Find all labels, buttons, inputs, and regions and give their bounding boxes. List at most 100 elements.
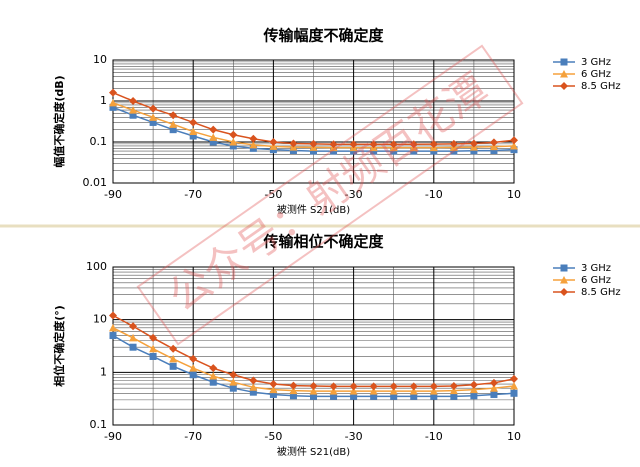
marker	[129, 106, 138, 114]
marker	[149, 344, 158, 353]
marker	[510, 374, 518, 383]
marker	[409, 382, 418, 391]
y-tick-label: 0.1	[90, 135, 108, 148]
marker	[449, 139, 458, 148]
marker	[169, 126, 177, 134]
y-tick-label: 0.1	[90, 418, 108, 431]
y-tick-label: 10	[93, 313, 107, 326]
marker	[149, 333, 158, 342]
marker	[229, 142, 237, 150]
marker	[449, 386, 458, 395]
marker	[149, 118, 157, 126]
x-tick-label: -70	[184, 430, 202, 443]
marker	[189, 127, 198, 136]
marker	[249, 140, 258, 149]
marker	[189, 118, 198, 127]
legend-label: 8.5 GHz	[581, 81, 621, 92]
marker	[189, 132, 197, 140]
marker	[149, 104, 158, 113]
x-tick-label: -50	[264, 430, 282, 443]
marker	[269, 390, 277, 398]
marker	[289, 386, 298, 395]
marker	[310, 147, 317, 155]
x-tick-label: -70	[184, 188, 202, 201]
marker	[169, 362, 177, 370]
legend-label: 8.5 GHz	[581, 287, 621, 298]
marker	[289, 139, 298, 148]
marker	[369, 140, 378, 149]
marker	[510, 382, 518, 390]
legend-label: 6 GHz	[581, 69, 611, 80]
marker	[189, 364, 198, 372]
marker	[269, 142, 278, 150]
marker	[389, 140, 398, 149]
marker	[289, 381, 298, 390]
y-tick-label: 1	[100, 94, 107, 107]
marker	[329, 382, 338, 391]
marker	[510, 146, 518, 154]
marker	[330, 392, 338, 400]
y-tick-label: 0.01	[83, 176, 108, 189]
x-axis-label: 被测件 S21(dB)	[277, 445, 350, 458]
marker	[349, 382, 358, 391]
x-tick-label: -10	[425, 430, 443, 443]
marker	[209, 125, 218, 134]
marker	[389, 382, 398, 391]
marker	[229, 378, 238, 386]
x-tick-label: -50	[264, 188, 282, 201]
marker	[209, 138, 217, 146]
marker	[129, 322, 138, 331]
marker	[229, 138, 238, 146]
marker	[469, 385, 478, 394]
marker	[269, 385, 278, 394]
marker	[369, 387, 378, 395]
marker	[409, 387, 418, 395]
legend-marker	[560, 288, 568, 296]
marker	[209, 378, 217, 386]
marker	[510, 141, 518, 150]
y-axis-label: 相位不确定度(°)	[52, 305, 66, 387]
marker	[489, 142, 498, 151]
y-tick-label: 10	[93, 53, 107, 66]
marker	[490, 390, 498, 398]
marker	[249, 388, 257, 396]
marker	[309, 139, 318, 148]
x-tick-label: -30	[345, 430, 363, 443]
marker	[269, 380, 278, 389]
marker	[450, 147, 458, 155]
x-tick-label: -10	[425, 188, 443, 201]
y-axis-label: 幅值不确定度(dB)	[52, 75, 66, 167]
marker	[149, 352, 157, 360]
marker	[409, 140, 418, 149]
marker	[430, 392, 438, 400]
marker	[109, 103, 117, 111]
plot-frame	[112, 59, 515, 184]
marker	[209, 372, 218, 380]
marker	[289, 392, 297, 400]
marker	[370, 392, 378, 400]
marker	[510, 136, 518, 145]
plot-frame	[112, 266, 515, 426]
marker	[309, 382, 318, 391]
marker	[489, 384, 498, 392]
y-tick-label: 1	[100, 365, 107, 378]
marker	[249, 134, 258, 143]
marker	[349, 140, 358, 149]
marker	[149, 113, 158, 121]
marker	[109, 323, 117, 332]
chart-title: 传输相位不确定度	[262, 233, 384, 251]
legend-marker	[560, 82, 568, 90]
marker	[489, 378, 498, 387]
marker	[489, 138, 498, 147]
marker	[109, 311, 117, 320]
marker	[109, 332, 117, 340]
marker	[429, 382, 438, 391]
marker	[390, 392, 398, 400]
marker	[189, 354, 198, 363]
legend-marker	[560, 276, 568, 284]
marker	[229, 384, 237, 392]
marker	[189, 371, 197, 379]
marker	[310, 392, 317, 400]
marker	[249, 376, 258, 385]
